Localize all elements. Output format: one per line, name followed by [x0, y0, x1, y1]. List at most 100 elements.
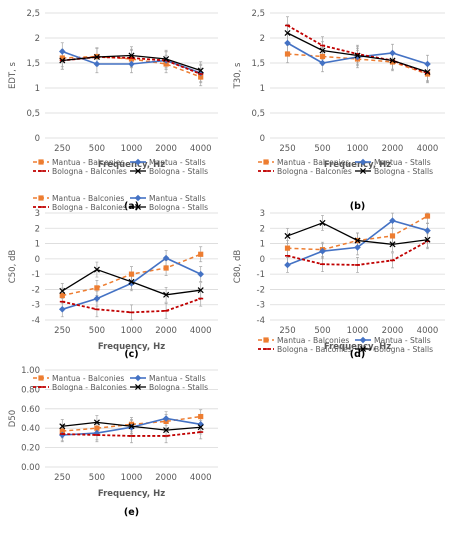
y-axis-label: T30, s [233, 62, 243, 89]
y-tick-label: 1 [35, 240, 40, 250]
y-tick-label: -1 [32, 270, 40, 280]
data-point-mb [198, 251, 204, 257]
y-tick-label: 0 [35, 255, 40, 265]
y-tick-label: 2,5 [26, 9, 40, 19]
data-point-bs [284, 29, 291, 37]
series-line-bb [62, 431, 201, 437]
x-tick-label: 4000 [190, 326, 212, 336]
legend: Mantua - Balconies Mantua - StallsBologna… [258, 158, 433, 176]
data-point-bs [93, 419, 100, 426]
data-point-bs [319, 219, 326, 226]
data-point-mb [128, 271, 135, 277]
data-point-ms [93, 60, 101, 68]
legend-label-ms: Mantua - Stalls [374, 158, 431, 167]
y-axis-label: C50, dB [8, 250, 18, 284]
data-point-mb [59, 55, 65, 61]
y-tick-label: 0 [260, 134, 265, 144]
panel-label: (b) [350, 201, 365, 212]
data-point-mb [94, 425, 100, 431]
data-point-ms [162, 415, 170, 422]
x-tick-label: 250 [54, 473, 70, 483]
y-tick-label: 2,5 [251, 9, 265, 19]
data-point-bs [197, 67, 204, 74]
data-point-mb [163, 61, 169, 67]
data-point-ms [389, 217, 396, 224]
data-point-mb [424, 213, 431, 219]
data-point-bs [59, 57, 66, 64]
data-point-mb [319, 53, 326, 60]
y-tick-label: 1,5 [26, 59, 40, 69]
data-point-bs [59, 287, 66, 294]
legend-label-ms: Mantua - Stalls [149, 158, 206, 167]
x-tick-label: 500 [89, 473, 105, 483]
x-tick-label: 2000 [382, 326, 404, 336]
data-point-ms [197, 69, 204, 77]
legend-marker-ms [134, 194, 142, 202]
y-tick-label: -2 [257, 285, 265, 295]
legend-label-mb: Mantua - Balconies [52, 158, 124, 167]
data-point-mb [424, 71, 431, 77]
data-point-bs [284, 232, 291, 239]
x-tick-label: 1000 [121, 326, 143, 336]
panel-label: (e) [124, 507, 139, 518]
legend-label-bb: Bologna - Balconies [52, 383, 127, 392]
data-point-ms [59, 306, 66, 313]
legend-label-mb: Mantua - Balconies [52, 194, 124, 203]
y-tick-label: 0.20 [21, 444, 40, 454]
data-point-mb [59, 292, 65, 299]
data-point-bs [163, 427, 170, 434]
legend-marker-mb [38, 195, 44, 201]
y-tick-label: 0 [35, 134, 40, 144]
legend: Mantua - Balconies Mantua - StallsBologna… [33, 158, 208, 176]
legend-label-ms: Mantua - Stalls [149, 374, 206, 383]
legend-label-bs: Bologna - Stalls [374, 167, 433, 176]
x-tick-label: 4000 [417, 326, 439, 336]
legend-marker-mb [38, 159, 44, 165]
data-point-ms [128, 280, 135, 287]
data-point-bs [93, 266, 100, 273]
x-tick-label: 1000 [121, 473, 143, 483]
x-tick-label: 4000 [417, 144, 439, 154]
data-point-ms [93, 429, 101, 437]
legend-marker-mb [38, 375, 44, 381]
data-point-mb [198, 413, 204, 420]
series-line-bb [62, 56, 202, 75]
legend-label-bs: Bologna - Stalls [374, 345, 433, 354]
legend-marker-ms [134, 374, 142, 382]
legend-label-bs: Bologna - Stalls [149, 383, 208, 392]
y-tick-label: 0,5 [26, 109, 40, 119]
data-point-ms [424, 60, 431, 68]
x-tick-label: 500 [314, 144, 330, 154]
legend: Mantua - Balconies Mantua - StallsBologna… [33, 374, 208, 392]
data-point-bs [424, 236, 431, 243]
y-tick-label: 0.60 [21, 405, 40, 415]
legend-label-mb: Mantua - Balconies [52, 374, 124, 383]
data-point-ms [162, 254, 170, 262]
legend-label-bb: Bologna - Balconies [52, 203, 127, 212]
y-tick-label: 1 [35, 84, 40, 94]
y-tick-label: -4 [32, 316, 40, 326]
data-point-mb [284, 51, 291, 57]
x-axis-label: Frequency, Hz [98, 160, 165, 170]
data-point-mb [94, 285, 100, 291]
y-tick-label: 2 [35, 34, 40, 44]
data-point-bs [354, 237, 361, 244]
data-point-ms [424, 227, 431, 234]
data-point-ms [319, 247, 326, 255]
panel-label: (c) [124, 349, 138, 360]
data-point-mb [59, 428, 65, 434]
data-point-bs [354, 52, 361, 59]
y-tick-label: 2 [35, 224, 40, 234]
legend-marker-ms [359, 336, 367, 344]
x-axis-label: Frequency, Hz [324, 160, 391, 170]
y-tick-label: 0.80 [21, 385, 40, 395]
data-point-bs [389, 57, 396, 64]
y-tick-label: 2 [260, 34, 265, 44]
chart-panel-c: -4 -3 -2 -1 0 1 2 3 250 500 1000 2000 4000 C50, dB Fre… [8, 194, 218, 360]
panel-label: (d) [350, 349, 365, 360]
y-tick-label: 1.00 [21, 366, 40, 376]
y-tick-label: 2 [260, 224, 265, 234]
legend-label-ms: Mantua - Stalls [149, 194, 206, 203]
chart-panel-d: -4 -3 -2 -1 0 1 2 3 250 500 1000 2000 4000 C80, dB Fre… [233, 209, 445, 360]
